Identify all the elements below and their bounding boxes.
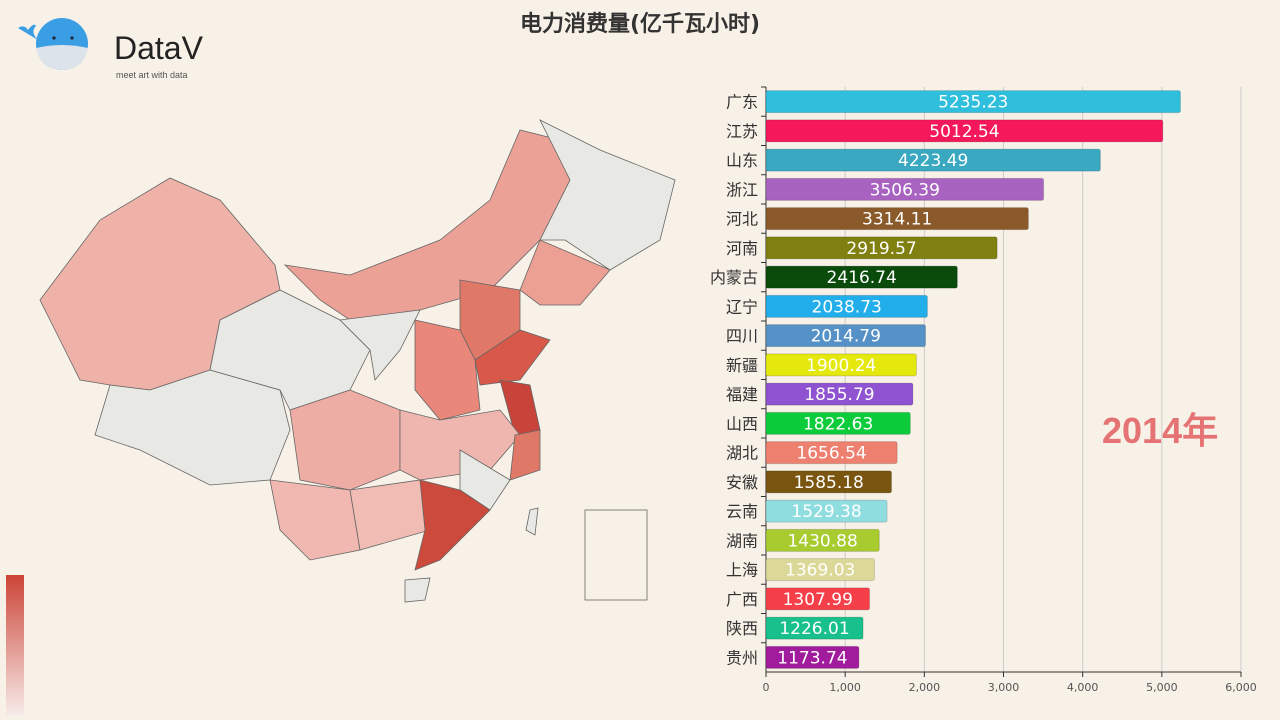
x-tick-label: 5,000: [1146, 681, 1178, 694]
bar: [765, 499, 888, 523]
bar: [765, 177, 1045, 201]
map-region-hainan: [404, 577, 431, 603]
bar-value-label: 3506.39: [870, 180, 940, 200]
visual-map-legend[interactable]: [6, 575, 24, 715]
bar: [765, 645, 860, 669]
y-category-label: 内蒙古: [710, 268, 758, 287]
logo-tagline: meet art with data: [116, 70, 188, 80]
map-region-central: [399, 409, 521, 481]
map-region-tibet: [94, 369, 291, 486]
bar-value-label: 1226.01: [779, 619, 849, 639]
bar: [765, 558, 875, 582]
map-region-liaoning: [519, 239, 611, 306]
bar: [765, 411, 911, 435]
whale-icon: [18, 18, 88, 70]
x-tick-label: 3,000: [988, 681, 1020, 694]
y-category-label: 新疆: [726, 356, 758, 375]
bar: [765, 207, 1029, 231]
y-category-label: 江苏: [726, 122, 758, 141]
bar: [765, 353, 917, 377]
y-category-label: 上海: [726, 561, 758, 580]
bar-value-label: 1430.88: [787, 531, 857, 551]
y-category-label: 贵州: [726, 648, 758, 667]
bar-value-label: 1656.54: [796, 444, 866, 464]
bar-value-label: 2919.57: [846, 239, 916, 259]
bar-value-label: 2014.79: [811, 327, 881, 347]
y-category-label: 福建: [726, 385, 758, 404]
bar: [765, 324, 927, 348]
y-category-label: 山西: [726, 414, 758, 433]
y-category-label: 陕西: [726, 619, 758, 638]
bar-value-label: 1369.03: [785, 561, 855, 581]
bar-value-label: 1307.99: [783, 590, 853, 610]
bar-value-label: 1529.38: [791, 502, 861, 522]
bar: [765, 470, 892, 494]
bar: [765, 265, 958, 289]
bar-value-label: 1855.79: [804, 385, 874, 405]
y-category-label: 湖北: [726, 444, 758, 463]
y-category-label: 河北: [726, 210, 758, 229]
y-category-label: 广东: [726, 93, 758, 112]
y-category-label: 云南: [726, 502, 758, 521]
map-region-guangdong: [414, 479, 491, 571]
bar: [765, 382, 914, 406]
south-china-sea-inset: [584, 509, 648, 601]
map-region-zhejiang: [509, 429, 541, 481]
bar: [765, 148, 1101, 172]
bar-value-label: 1822.63: [803, 414, 873, 434]
x-tick-label: 1,000: [829, 681, 861, 694]
bar-value-label: 3314.11: [862, 210, 932, 230]
bar: [765, 90, 1181, 114]
y-category-label: 安徽: [726, 473, 758, 492]
y-category-label: 广西: [726, 590, 758, 609]
y-category-label: 湖南: [726, 531, 758, 550]
bar-value-label: 5235.23: [938, 93, 1008, 113]
map-region-gansu: [339, 309, 421, 381]
year-label: 2014年: [1102, 410, 1219, 451]
chart-title: 电力消费量(亿千瓦小时): [519, 12, 761, 37]
bar: [765, 441, 898, 465]
x-tick-label: 6,000: [1225, 681, 1257, 694]
map-region-shanxi-henan: [414, 319, 481, 421]
bar-value-label: 1173.74: [777, 648, 847, 668]
bar-value-label: 4223.49: [898, 151, 968, 171]
china-map: [39, 119, 676, 603]
bar-value-label: 2038.73: [812, 297, 882, 317]
bar: [765, 587, 871, 611]
bar-value-label: 2416.74: [827, 268, 897, 288]
y-category-label: 山东: [726, 151, 758, 170]
datav-logo: DataV meet art with data: [14, 14, 214, 80]
bar: [765, 528, 880, 552]
bar-value-label: 5012.54: [929, 122, 999, 142]
y-category-label: 辽宁: [726, 297, 758, 316]
y-category-label: 河南: [726, 239, 758, 258]
map-region-yunnan: [269, 479, 361, 561]
x-tick-label: 4,000: [1067, 681, 1099, 694]
y-category-label: 浙江: [726, 180, 758, 199]
bar: [765, 294, 928, 318]
logo-name: DataV: [114, 30, 203, 66]
bar: [765, 119, 1164, 143]
map-region-shandong: [474, 329, 551, 386]
y-category-label: 四川: [726, 327, 758, 346]
map-region-taiwan: [525, 507, 539, 536]
bar: [765, 236, 998, 260]
x-tick-label: 2,000: [909, 681, 941, 694]
x-tick-label: 0: [763, 681, 770, 694]
bar-value-label: 1585.18: [794, 473, 864, 493]
bar: [765, 616, 864, 640]
bar-value-label: 1900.24: [806, 356, 876, 376]
